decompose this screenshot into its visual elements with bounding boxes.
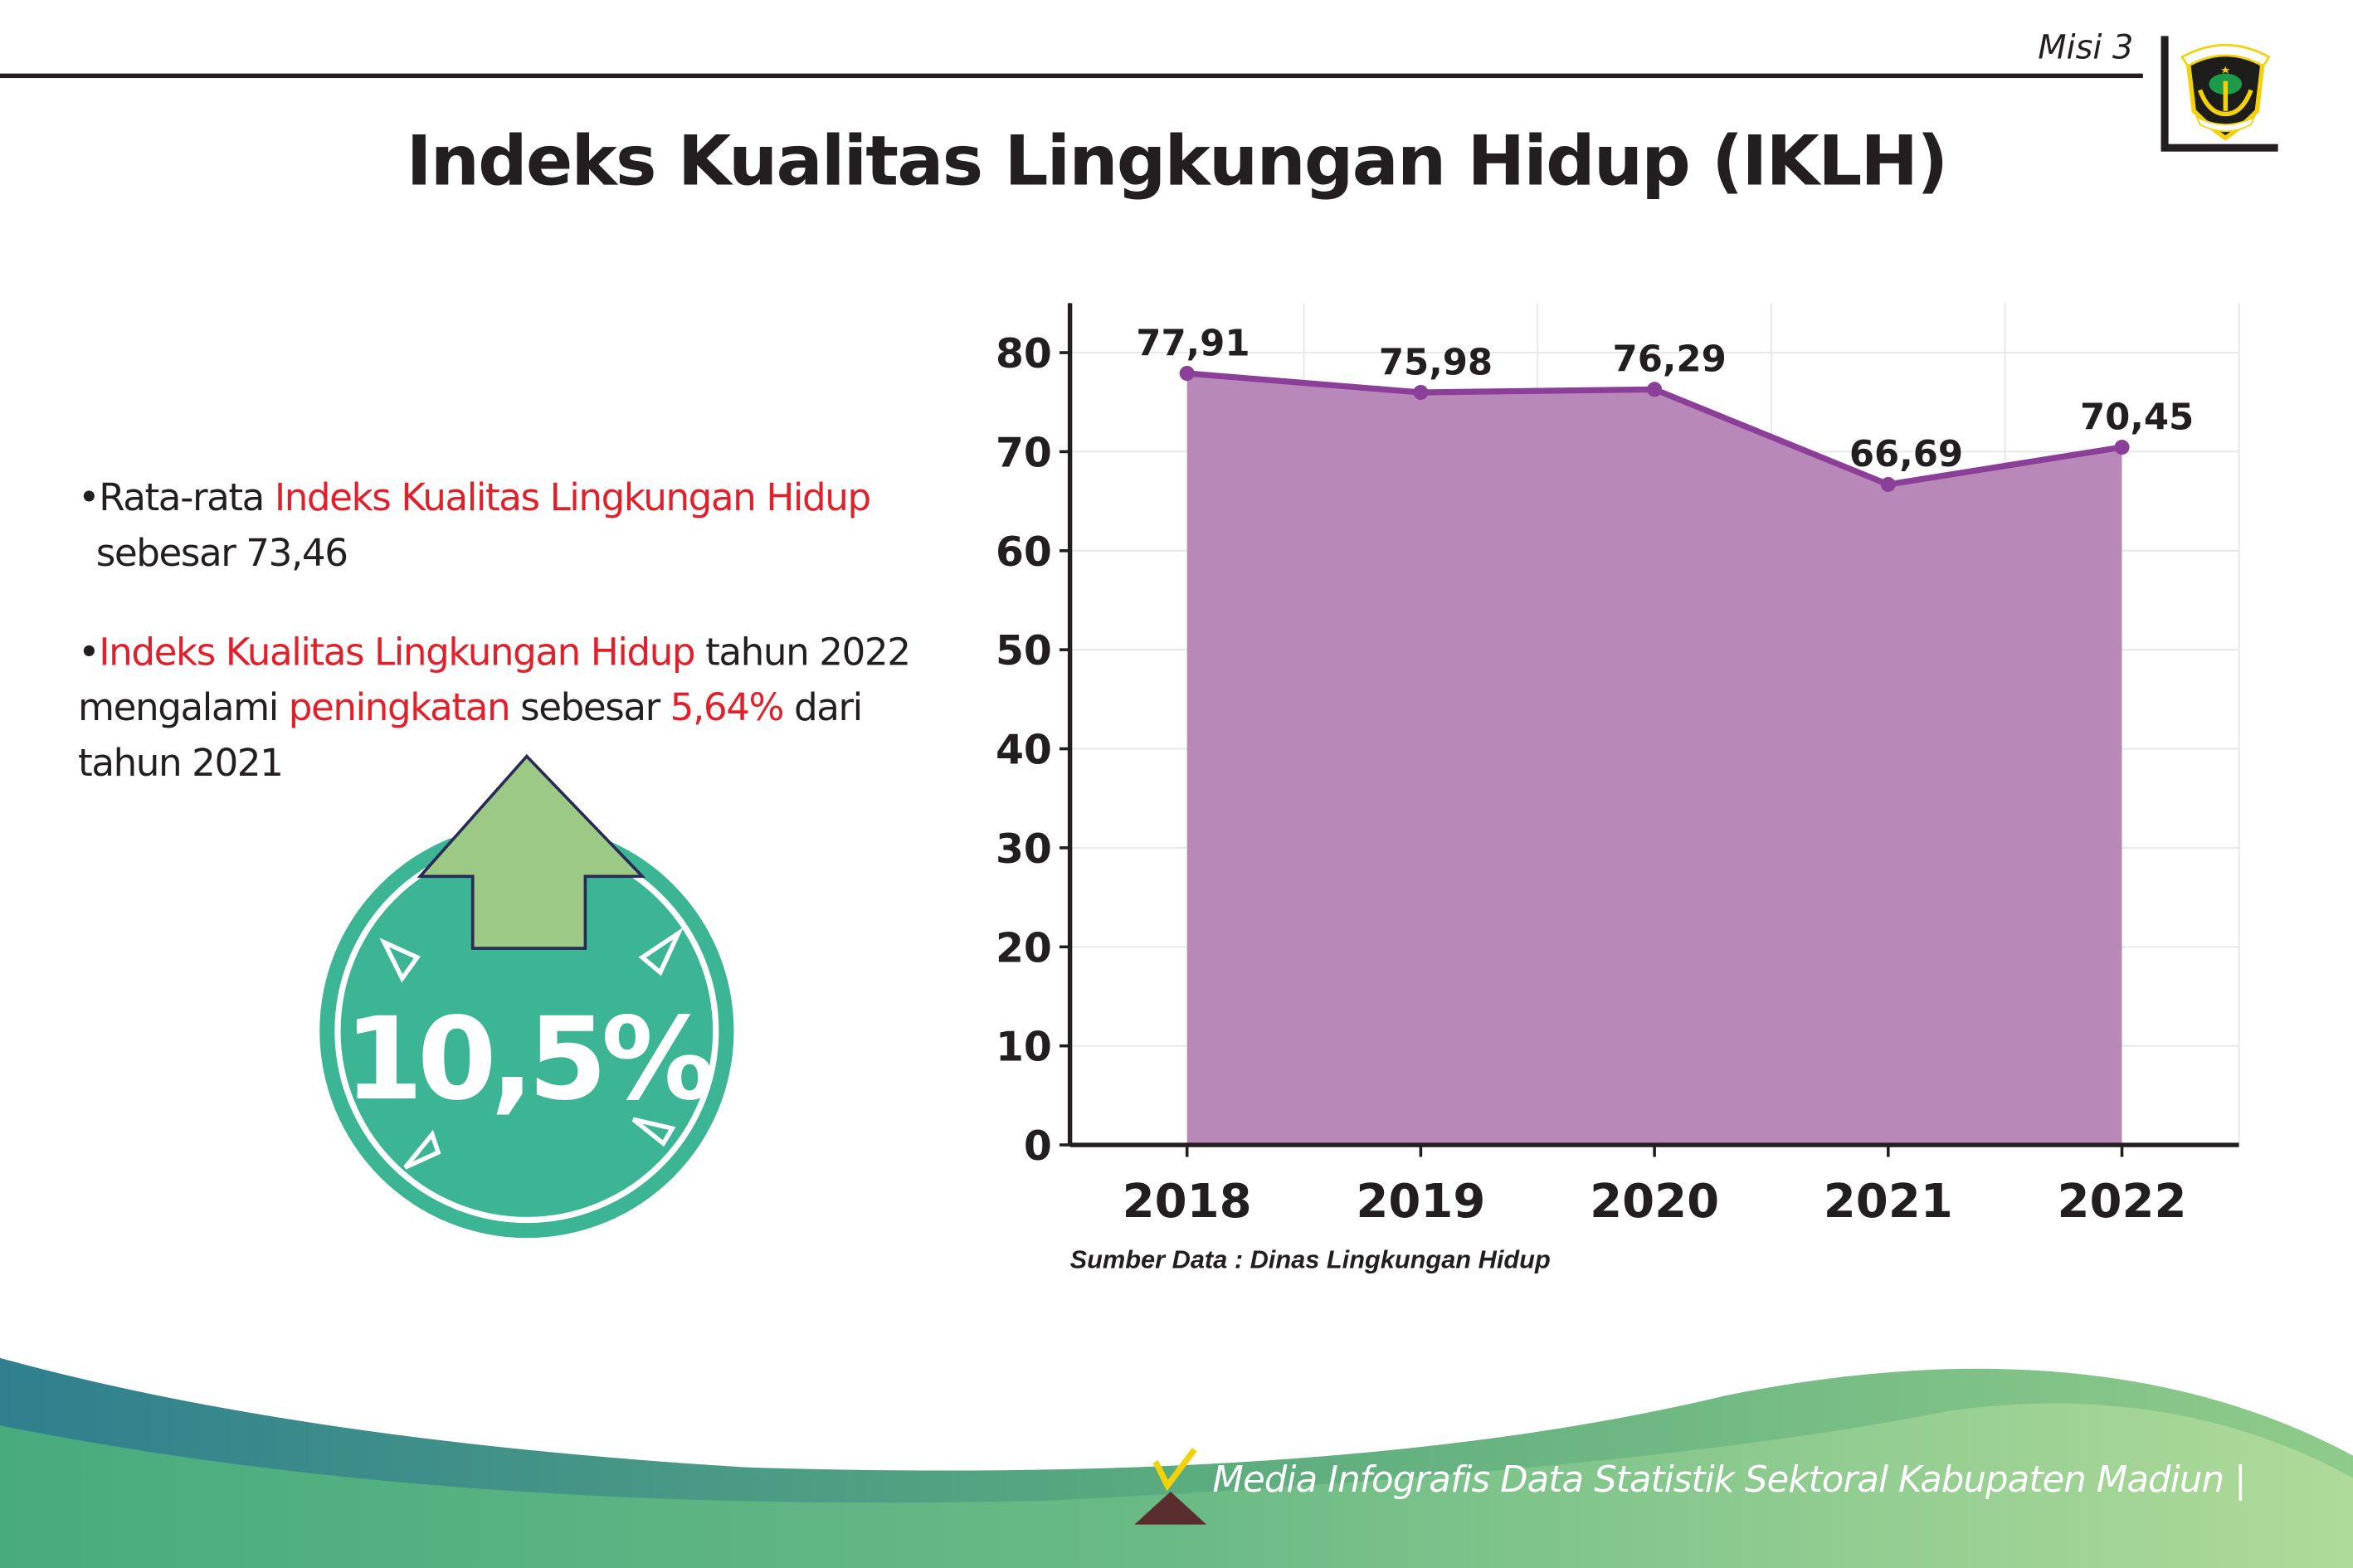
data-label: 70,45 <box>2080 397 2194 438</box>
logo-frame-vertical <box>2161 36 2169 150</box>
section-label: Misi 3 <box>2038 30 2134 68</box>
data-point <box>2114 440 2130 455</box>
growth-badge: 10,5% <box>319 753 734 1239</box>
page-title: Indeks Kualitas Lingkungan Hidup (IKLH) <box>406 119 1949 202</box>
x-tick-label: 2018 <box>1123 1175 1252 1229</box>
footer-logo-icon <box>1134 1444 1207 1525</box>
y-tick-label: 80 <box>996 330 1052 377</box>
bullet-text-1-e: 5,64% <box>670 685 785 730</box>
y-tick-label: 30 <box>996 825 1052 873</box>
x-tick-label: 2021 <box>1824 1175 1953 1229</box>
x-tick-label: 2022 <box>2058 1175 2187 1229</box>
y-tick-label: 70 <box>996 430 1052 477</box>
bullet-text-1-f: dari tahun 2021 <box>78 685 863 785</box>
data-label: 75,98 <box>1379 342 1493 383</box>
bullet-text-1-d: sebesar <box>509 685 670 730</box>
bullet-average: •Rata-rata Indeks Kualitas Lingkungan Hi… <box>78 475 871 575</box>
data-label: 66,69 <box>1849 434 1963 475</box>
data-label: 76,29 <box>1613 339 1727 381</box>
bullet-text-1-a: Indeks Kualitas Lingkungan Hidup <box>99 630 695 674</box>
footer-wave <box>0 1357 2353 1568</box>
bullet-text-0-c: sebesar 73,46 <box>95 531 348 575</box>
y-tick-label: 40 <box>996 727 1052 774</box>
data-source: Sumber Data : Dinas Lingkungan Hidup <box>1069 1245 1551 1274</box>
badge-value: 10,5% <box>344 993 713 1126</box>
bullet-text-0-a: Rata-rata <box>99 475 275 519</box>
x-tick-label: 2019 <box>1356 1175 1485 1229</box>
y-tick-label: 20 <box>996 924 1052 971</box>
iklh-chart: 77,91 75,98 76,29 66,69 70,45 0 10 20 30 40 50 60 70… <box>996 303 2240 1229</box>
x-tick-label: 2020 <box>1590 1175 1719 1229</box>
data-point <box>1647 382 1663 397</box>
bullet-text-0-b: Indeks Kualitas Lingkungan Hidup <box>274 475 871 519</box>
data-label: 77,91 <box>1136 323 1250 364</box>
y-tick-label: 60 <box>996 528 1052 576</box>
bullet-increase: •Indeks Kualitas Lingkungan Hidup tahun … <box>78 630 911 785</box>
data-point <box>1179 365 1195 382</box>
y-tick-label: 10 <box>996 1024 1052 1071</box>
area-fill <box>1186 373 2122 1146</box>
bullet-text-1-b: tahun 2022 mengalami <box>78 630 911 730</box>
arrow-up-icon <box>417 753 646 950</box>
data-point <box>1880 476 1896 492</box>
footer-text: Media Infografis Data Statistik Sektoral… <box>1212 1458 2246 1501</box>
bullet-text-1-c: peningkatan <box>288 685 511 730</box>
kabupaten-madiun-logo <box>2180 44 2271 141</box>
logo-frame-horizontal <box>2161 144 2278 152</box>
y-tick-label: 50 <box>996 627 1052 674</box>
y-tick-label: 0 <box>1024 1122 1052 1170</box>
header-rule <box>0 73 2143 79</box>
data-point <box>1413 384 1429 401</box>
